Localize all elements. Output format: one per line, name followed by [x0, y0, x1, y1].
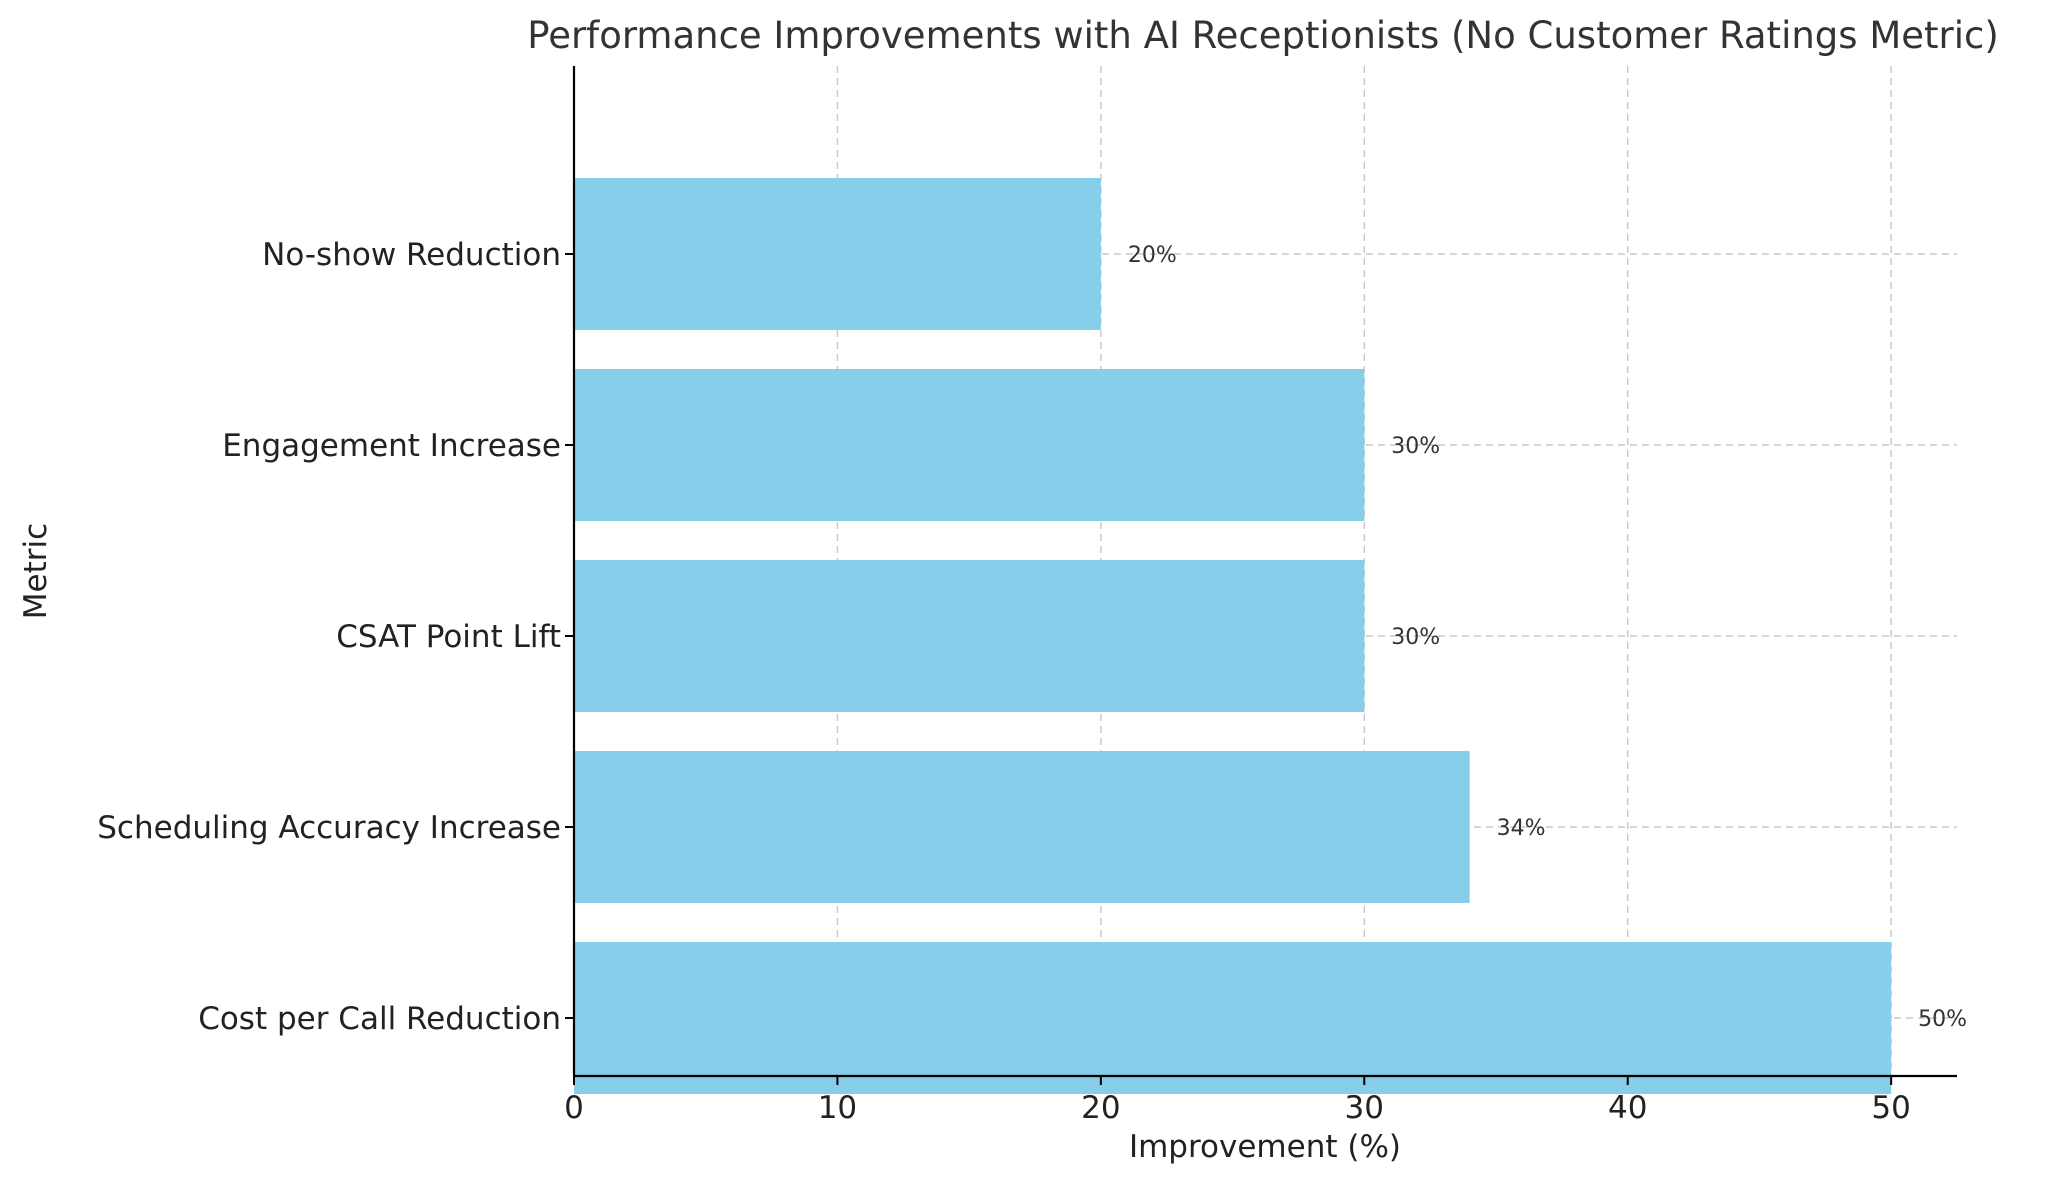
- y-axis-label: Metric: [18, 523, 54, 619]
- y-tick-label: Cost per Call Reduction: [198, 1001, 561, 1037]
- y-axis-ticks: Cost per Call Reduction Scheduling Accura…: [97, 237, 574, 1037]
- bar-value-label: 30%: [1391, 625, 1440, 650]
- bar: [574, 369, 1365, 521]
- y-tick-label: CSAT Point Lift: [336, 619, 561, 655]
- y-tick-label: Scheduling Accuracy Increase: [97, 810, 561, 846]
- bar-value-label: 34%: [1497, 816, 1546, 841]
- data-labels: 50% 34% 30% 30% 20%: [1128, 243, 1967, 1032]
- bar-value-label: 30%: [1391, 434, 1440, 459]
- x-tick-label: 50: [1871, 1090, 1910, 1126]
- x-axis-ticks: 0 10 20 30 40 50: [564, 1076, 1911, 1126]
- bars: [574, 178, 1892, 1094]
- axes: [572, 66, 1957, 1078]
- x-tick-label: 40: [1608, 1090, 1647, 1126]
- x-axis-label: Improvement (%): [1129, 1129, 1401, 1165]
- y-tick-label: No-show Reduction: [262, 237, 561, 273]
- bar: [574, 178, 1101, 330]
- y-tick-label: Engagement Increase: [222, 428, 561, 464]
- x-tick-label: 30: [1345, 1090, 1384, 1126]
- bar-value-label: 50%: [1918, 1007, 1967, 1032]
- chart-title: Performance Improvements with AI Recepti…: [527, 14, 1999, 57]
- bar: [574, 942, 1892, 1094]
- x-tick-label: 0: [564, 1090, 584, 1126]
- bar-value-label: 20%: [1128, 243, 1177, 268]
- bar: [574, 751, 1470, 903]
- bar: [574, 560, 1365, 712]
- x-tick-label: 20: [1081, 1090, 1120, 1126]
- x-tick-label: 10: [818, 1090, 857, 1126]
